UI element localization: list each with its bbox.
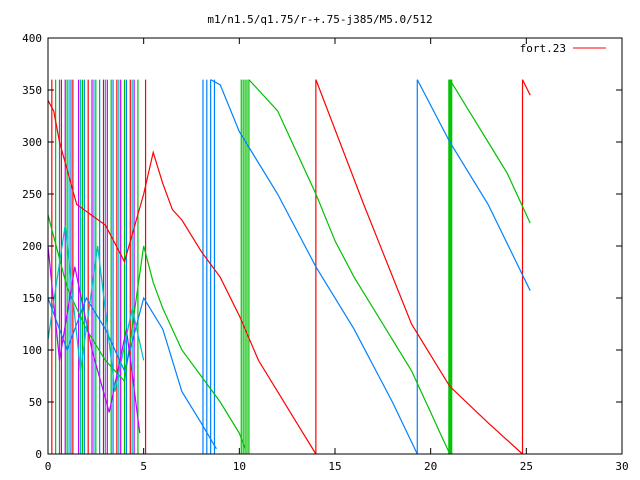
x-tick-label-3: 15: [328, 460, 341, 473]
y-tick-label-0: 0: [35, 448, 42, 461]
y-tick-label-4: 200: [22, 240, 42, 253]
series-4-segment-0: [47, 225, 145, 392]
y-tick-label-6: 300: [22, 136, 42, 149]
series-2-segment-0: [47, 296, 217, 450]
x-tick-label-2: 10: [233, 460, 246, 473]
x-tick-label-1: 5: [140, 460, 147, 473]
x-tick-label-6: 30: [615, 460, 628, 473]
y-tick-label-3: 150: [22, 292, 42, 305]
y-tick-label-1: 50: [29, 396, 42, 409]
y-tick-label-7: 350: [22, 84, 42, 97]
x-tick-label-4: 20: [424, 460, 437, 473]
y-tick-label-2: 100: [22, 344, 42, 357]
legend: fort.23: [520, 42, 606, 55]
chart-title: m1/n1.5/q1.75/r-+.75-j385/M5.0/512: [207, 13, 432, 26]
x-tick-label-0: 0: [45, 460, 52, 473]
series-1-segment-1: [248, 79, 451, 455]
series-3-segment-0: [47, 245, 141, 434]
x-tick-label-5: 25: [520, 460, 533, 473]
y-tick-label-5: 250: [22, 188, 42, 201]
series-2-segment-2: [416, 79, 531, 291]
legend-label: fort.23: [520, 42, 566, 55]
data-curves: [47, 79, 531, 455]
series-2-segment-1: [210, 79, 418, 455]
series-1-segment-0: [47, 214, 246, 450]
series-0-segment-0: [47, 100, 317, 455]
y-tick-label-8: 400: [22, 32, 42, 45]
series-0-segment-1: [315, 79, 523, 455]
series-1-segment-2: [449, 79, 531, 224]
series-0-segment-2: [521, 79, 531, 96]
